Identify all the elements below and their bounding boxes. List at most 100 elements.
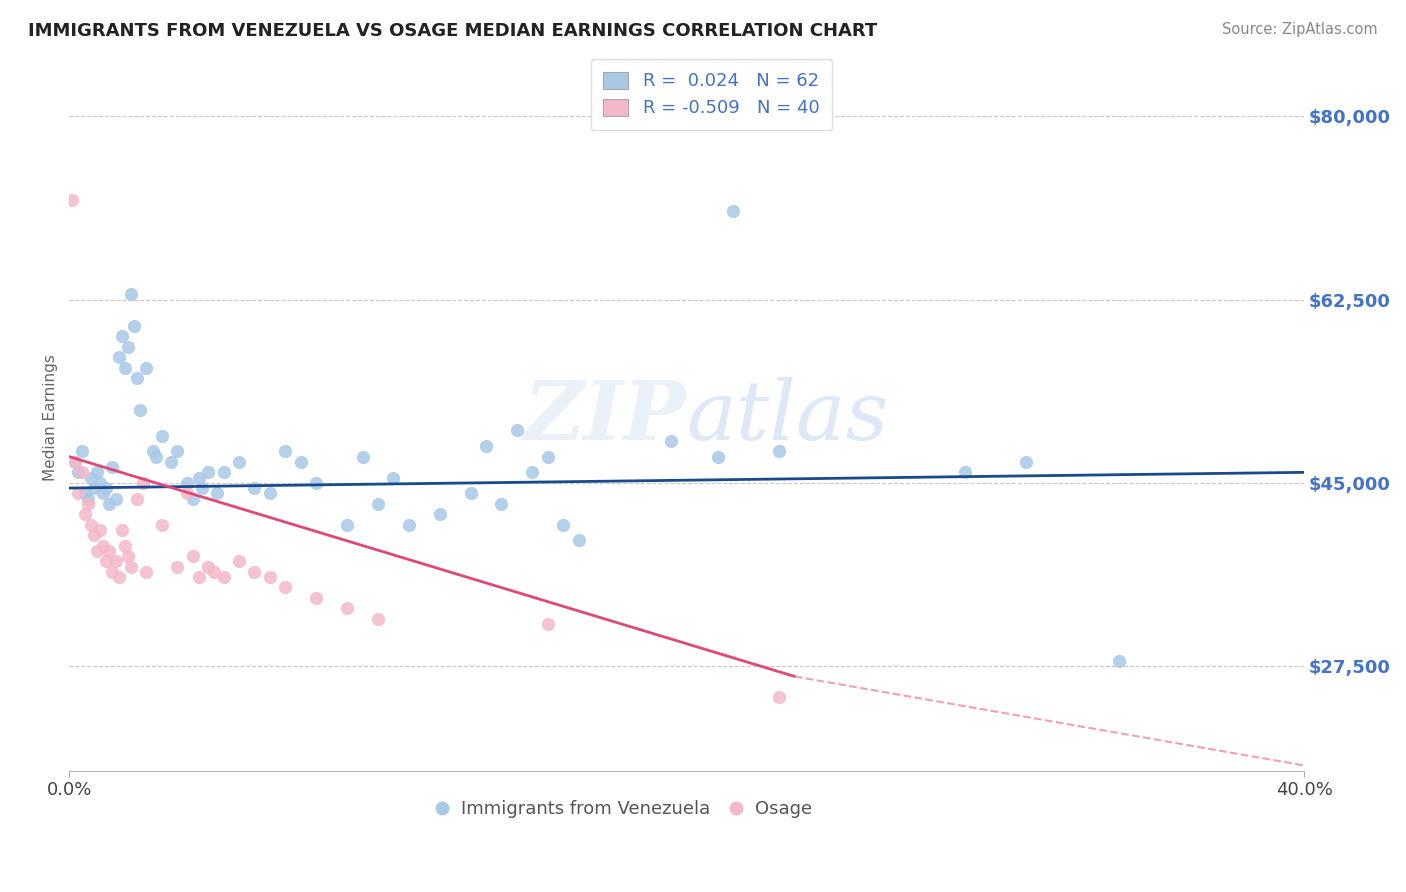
Point xyxy=(202,565,225,579)
Point xyxy=(706,450,728,464)
Point xyxy=(86,544,108,558)
Point xyxy=(181,491,204,506)
Point xyxy=(197,559,219,574)
Point xyxy=(259,570,281,584)
Point xyxy=(107,350,129,364)
Point xyxy=(537,450,560,464)
Point xyxy=(145,450,167,464)
Point xyxy=(1015,455,1038,469)
Point xyxy=(228,455,250,469)
Point xyxy=(212,466,235,480)
Point xyxy=(98,497,121,511)
Point xyxy=(114,539,136,553)
Point xyxy=(290,455,312,469)
Point xyxy=(135,565,157,579)
Point xyxy=(76,497,98,511)
Point xyxy=(367,612,389,626)
Point xyxy=(522,466,544,480)
Point xyxy=(398,517,420,532)
Point xyxy=(150,428,173,442)
Point xyxy=(305,475,328,490)
Point xyxy=(212,570,235,584)
Point xyxy=(76,491,98,506)
Point xyxy=(429,507,451,521)
Point xyxy=(135,360,157,375)
Point xyxy=(176,475,198,490)
Point xyxy=(367,497,389,511)
Point xyxy=(160,455,183,469)
Point xyxy=(181,549,204,563)
Point xyxy=(101,460,124,475)
Point xyxy=(114,360,136,375)
Text: ZIP: ZIP xyxy=(524,377,686,458)
Point xyxy=(336,517,359,532)
Point xyxy=(70,444,93,458)
Point xyxy=(65,455,87,469)
Point xyxy=(953,466,976,480)
Point xyxy=(228,554,250,568)
Point xyxy=(187,470,209,484)
Point xyxy=(96,554,118,568)
Point xyxy=(60,193,83,207)
Point xyxy=(70,466,93,480)
Legend: Immigrants from Venezuela, Osage: Immigrants from Venezuela, Osage xyxy=(430,793,820,825)
Point xyxy=(305,591,328,605)
Point xyxy=(129,402,152,417)
Point xyxy=(120,287,142,301)
Point xyxy=(274,581,297,595)
Point xyxy=(166,444,188,458)
Point xyxy=(150,517,173,532)
Point xyxy=(1108,654,1130,668)
Point xyxy=(111,523,134,537)
Point xyxy=(83,481,105,495)
Point xyxy=(491,497,513,511)
Point xyxy=(65,455,87,469)
Point xyxy=(127,371,149,385)
Point xyxy=(91,539,114,553)
Point xyxy=(120,559,142,574)
Point xyxy=(142,444,165,458)
Point xyxy=(243,565,266,579)
Y-axis label: Median Earnings: Median Earnings xyxy=(44,354,58,481)
Text: IMMIGRANTS FROM VENEZUELA VS OSAGE MEDIAN EARNINGS CORRELATION CHART: IMMIGRANTS FROM VENEZUELA VS OSAGE MEDIA… xyxy=(28,22,877,40)
Point xyxy=(475,439,498,453)
Point xyxy=(67,486,90,500)
Point xyxy=(537,617,560,632)
Point xyxy=(274,444,297,458)
Point xyxy=(98,544,121,558)
Point xyxy=(89,475,111,490)
Point xyxy=(111,329,134,343)
Point xyxy=(127,491,149,506)
Point xyxy=(83,528,105,542)
Point xyxy=(187,570,209,584)
Point xyxy=(122,318,145,333)
Point xyxy=(243,481,266,495)
Point xyxy=(104,491,127,506)
Point xyxy=(117,549,139,563)
Point xyxy=(73,486,96,500)
Point xyxy=(96,481,118,495)
Point xyxy=(132,475,155,490)
Point xyxy=(80,517,103,532)
Point xyxy=(336,601,359,615)
Point xyxy=(107,570,129,584)
Point xyxy=(721,203,744,218)
Point xyxy=(352,450,374,464)
Point xyxy=(101,565,124,579)
Point xyxy=(191,481,214,495)
Text: Source: ZipAtlas.com: Source: ZipAtlas.com xyxy=(1222,22,1378,37)
Text: atlas: atlas xyxy=(686,377,889,458)
Point xyxy=(73,507,96,521)
Point xyxy=(768,690,790,705)
Point xyxy=(89,523,111,537)
Point xyxy=(553,517,575,532)
Point xyxy=(176,486,198,500)
Point xyxy=(460,486,482,500)
Point xyxy=(67,466,90,480)
Point xyxy=(768,444,790,458)
Point xyxy=(104,554,127,568)
Point xyxy=(506,424,529,438)
Point xyxy=(207,486,229,500)
Point xyxy=(86,466,108,480)
Point xyxy=(80,470,103,484)
